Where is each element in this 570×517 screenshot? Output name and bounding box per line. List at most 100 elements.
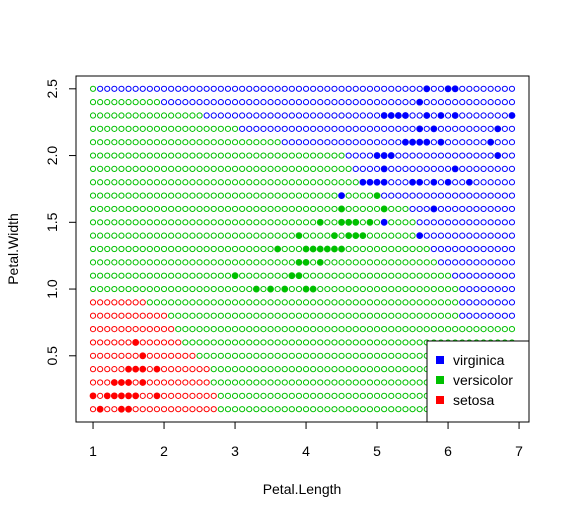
grid-point-virginica: [302, 139, 310, 146]
grid-point-virginica: [473, 85, 480, 92]
grid-point-versicolor: [302, 325, 310, 333]
grid-point-virginica: [416, 205, 423, 213]
grid-point-versicolor: [288, 379, 295, 386]
grid-point-versicolor: [203, 152, 210, 159]
grid-point-virginica: [423, 99, 430, 106]
grid-point-versicolor: [452, 325, 459, 333]
grid-point-versicolor: [310, 219, 317, 226]
grid-point-virginica: [473, 125, 480, 132]
grid-point-versicolor: [104, 99, 111, 106]
grid-point-versicolor: [182, 339, 189, 346]
grid-point-versicolor: [111, 285, 118, 293]
x-axis: 1 2 3 4 5 6 7: [89, 421, 523, 459]
grid-point-versicolor: [253, 219, 260, 226]
grid-point-versicolor: [260, 259, 267, 266]
grid-point-versicolor: [132, 205, 139, 213]
grid-point-virginica: [508, 232, 516, 239]
grid-point-virginica: [452, 232, 459, 239]
grid-point-virginica: [452, 205, 459, 213]
grid-point-virginica: [430, 139, 437, 146]
grid-point-setosa: [196, 379, 203, 386]
grid-point-versicolor: [366, 352, 374, 359]
grid-point-versicolor: [139, 272, 146, 279]
grid-point-versicolor: [132, 285, 139, 293]
grid-point-versicolor: [409, 312, 416, 319]
grid-point-virginica: [508, 99, 516, 106]
grid-point-versicolor: [231, 179, 239, 186]
grid-point-setosa: [139, 392, 146, 399]
grid-point-setosa: [146, 392, 153, 399]
grid-point-virginica: [317, 125, 324, 132]
grid-point-virginica: [423, 165, 430, 173]
grid-point-virginica: [452, 219, 459, 226]
grid-point-versicolor: [402, 406, 409, 413]
grid-point-versicolor: [189, 125, 196, 132]
grid-point-setosa: [146, 325, 153, 333]
data-point-setosa: [110, 379, 118, 386]
grid-point-versicolor: [146, 285, 153, 293]
data-point-versicolor: [274, 245, 282, 253]
grid-point-virginica: [359, 85, 366, 92]
grid-point-versicolor: [203, 312, 210, 319]
grid-point-versicolor: [203, 205, 210, 213]
grid-point-versicolor: [175, 299, 182, 306]
grid-point-versicolor: [231, 379, 239, 386]
grid-point-versicolor: [239, 312, 246, 319]
grid-point-versicolor: [388, 272, 395, 279]
grid-point-versicolor: [395, 245, 402, 253]
grid-point-versicolor: [203, 339, 210, 346]
grid-point-virginica: [487, 165, 494, 173]
grid-point-versicolor: [310, 312, 317, 319]
grid-point-versicolor: [118, 232, 125, 239]
data-point-versicolor: [352, 232, 360, 240]
grid-point-versicolor: [224, 245, 232, 253]
grid-point-virginica: [501, 112, 508, 119]
grid-point-versicolor: [295, 379, 303, 386]
grid-point-versicolor: [288, 152, 295, 159]
data-point-versicolor: [316, 245, 324, 253]
grid-point-setosa: [175, 366, 182, 373]
grid-point-versicolor: [416, 285, 423, 293]
grid-point-versicolor: [111, 125, 118, 132]
grid-point-versicolor: [381, 312, 388, 319]
data-point-setosa: [118, 379, 125, 386]
grid-point-versicolor: [430, 285, 437, 293]
grid-point-versicolor: [402, 325, 409, 333]
grid-point-versicolor: [111, 139, 118, 146]
data-point-versicolor: [338, 218, 345, 226]
grid-point-virginica: [487, 112, 494, 119]
grid-point-versicolor: [189, 285, 196, 293]
grid-point-virginica: [459, 205, 466, 213]
grid-point-versicolor: [267, 366, 274, 373]
grid-point-versicolor: [437, 285, 445, 293]
grid-point-versicolor: [395, 285, 402, 293]
grid-point-versicolor: [409, 245, 416, 253]
grid-point-virginica: [480, 179, 487, 186]
grid-point-versicolor: [366, 272, 374, 279]
grid-point-virginica: [437, 99, 445, 106]
grid-point-versicolor: [324, 165, 331, 173]
grid-point-virginica: [494, 272, 501, 279]
grid-point-versicolor: [274, 179, 281, 186]
grid-point-versicolor: [168, 112, 175, 119]
grid-point-virginica: [430, 165, 437, 173]
grid-point-virginica: [501, 152, 508, 159]
grid-point-virginica: [466, 219, 473, 226]
grid-point-versicolor: [345, 325, 352, 333]
grid-point-versicolor: [189, 179, 196, 186]
grid-point-versicolor: [89, 285, 97, 293]
grid-point-versicolor: [97, 139, 104, 146]
grid-point-versicolor: [118, 272, 125, 279]
grid-point-versicolor: [97, 125, 104, 132]
grid-point-setosa: [160, 325, 168, 333]
grid-point-versicolor: [224, 406, 232, 413]
grid-point-versicolor: [373, 285, 381, 293]
grid-point-virginica: [452, 192, 459, 199]
grid-point-versicolor: [111, 259, 118, 266]
grid-point-versicolor: [239, 285, 246, 293]
grid-point-versicolor: [253, 245, 260, 253]
grid-point-virginica: [437, 85, 445, 92]
grid-point-virginica: [352, 85, 359, 92]
grid-point-versicolor: [89, 245, 97, 253]
grid-point-versicolor: [239, 392, 246, 399]
